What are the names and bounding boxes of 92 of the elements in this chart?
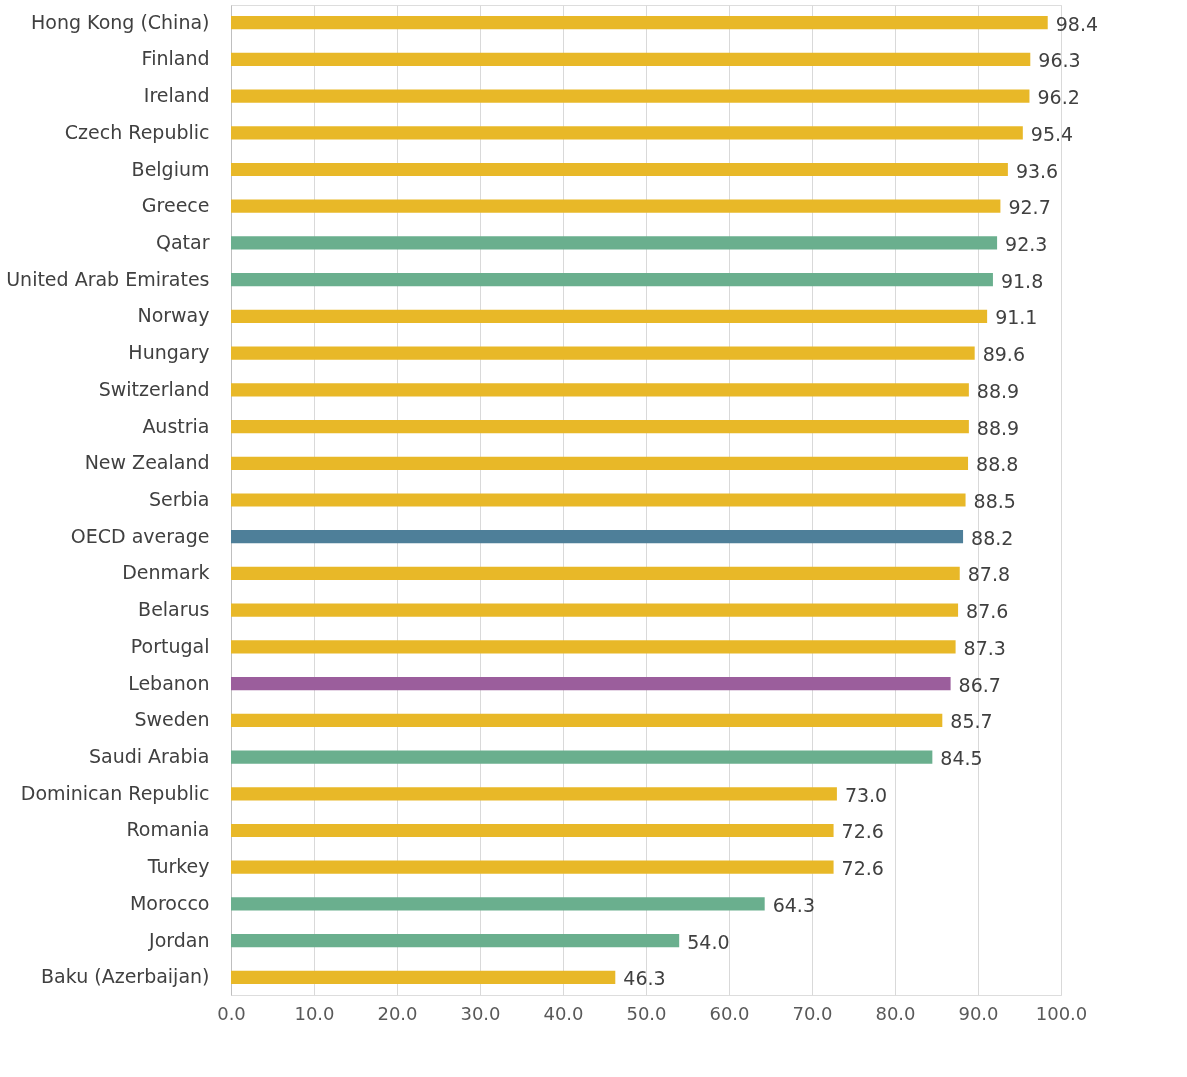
bar: [231, 346, 975, 360]
x-tick-label: 50.0: [626, 1002, 667, 1024]
y-tick-label: Hong Kong (China): [31, 10, 210, 33]
bar: [231, 383, 969, 397]
x-tick-label: 70.0: [792, 1002, 833, 1024]
data-label: 88.5: [973, 490, 1016, 512]
y-tick-label: Baku (Azerbaijan): [41, 965, 210, 988]
y-tick-label: Qatar: [155, 230, 210, 253]
bar: [231, 897, 765, 911]
data-label: 96.3: [1038, 49, 1081, 72]
bar: [231, 566, 960, 581]
y-tick-label: Saudi Arabia: [88, 745, 210, 768]
y-tick-label: Morocco: [129, 891, 210, 914]
bar: [231, 126, 1023, 140]
data-label: 92.7: [1008, 196, 1051, 219]
data-label: 88.8: [976, 453, 1019, 476]
y-tick-label: Norway: [137, 304, 210, 327]
data-label: 92.3: [1005, 232, 1048, 255]
data-label: 91.1: [995, 306, 1038, 329]
data-label: 73.0: [844, 783, 888, 806]
bar: [231, 640, 956, 654]
y-tick-label: Lebanon: [128, 671, 210, 694]
bar: [231, 493, 966, 507]
data-label: 88.9: [976, 379, 1020, 402]
y-tick-label: Belarus: [138, 598, 210, 621]
data-label: 86.7: [958, 673, 1001, 696]
x-tick-label: 60.0: [709, 1002, 750, 1024]
bar: [231, 677, 951, 691]
bar: [231, 236, 998, 250]
bar: [231, 530, 964, 544]
data-label: 54.0: [687, 930, 730, 953]
x-tick-label: 90.0: [958, 1002, 999, 1024]
y-tick-label: United Arab Emirates: [6, 267, 210, 290]
bar: [231, 934, 680, 948]
x-tick-label: 100.0: [1035, 1002, 1088, 1024]
y-tick-label: Czech Republic: [64, 120, 210, 143]
bar: [231, 199, 1001, 213]
bar: [231, 713, 943, 727]
bar: [231, 823, 834, 838]
y-tick-label: Denmark: [122, 561, 210, 584]
y-tick-label: Greece: [141, 194, 210, 217]
data-label: 95.4: [1030, 122, 1074, 145]
y-tick-label: Switzerland: [98, 377, 210, 400]
x-tick-label: 0.0: [217, 1002, 246, 1024]
bar: [231, 603, 959, 617]
data-label: 64.3: [772, 893, 815, 916]
data-label: 46.3: [623, 967, 666, 990]
bar: [231, 860, 834, 874]
data-label: 98.4: [1055, 12, 1099, 35]
data-label: 93.6: [1015, 159, 1059, 182]
data-label: 87.6: [966, 600, 1009, 623]
y-tick-label: New Zealand: [84, 451, 210, 474]
y-tick-label: Sweden: [134, 708, 210, 731]
data-label: 72.6: [841, 820, 884, 843]
data-label: 89.6: [982, 343, 1025, 366]
bar: [231, 970, 616, 984]
bar: [231, 419, 969, 434]
data-label: 72.6: [841, 857, 884, 880]
bar: [231, 162, 1008, 177]
data-label: 84.5: [940, 747, 983, 770]
data-label: 87.8: [967, 563, 1011, 586]
y-tick-label: Dominican Republic: [20, 781, 210, 804]
y-tick-label: Hungary: [128, 341, 210, 364]
bar: [231, 89, 1030, 103]
y-tick-label: Ireland: [143, 84, 210, 107]
data-label: 88.9: [976, 416, 1020, 439]
y-tick-label: Serbia: [148, 488, 210, 510]
x-tick-label: 80.0: [875, 1002, 916, 1024]
data-label: 91.8: [1000, 269, 1044, 292]
bar: [231, 787, 837, 801]
x-tick-label: 40.0: [543, 1002, 584, 1024]
bar: [231, 456, 969, 470]
x-tick-label: 10.0: [294, 1002, 335, 1024]
x-tick-label: 20.0: [377, 1002, 418, 1024]
y-tick-label: Jordan: [148, 928, 210, 951]
data-label: 88.2: [971, 526, 1014, 549]
data-label: 85.7: [950, 710, 993, 733]
bar: [231, 16, 1048, 30]
y-tick-label: Austria: [142, 414, 210, 437]
x-tick-label: 30.0: [460, 1002, 501, 1024]
y-tick-label: OECD average: [70, 524, 210, 547]
bar: [231, 309, 988, 323]
y-tick-label: Romania: [126, 818, 210, 841]
y-tick-label: Belgium: [131, 157, 210, 180]
bar: [231, 750, 933, 764]
bar: [231, 273, 993, 287]
y-tick-label: Portugal: [130, 634, 210, 657]
bar: [231, 52, 1031, 66]
data-label: 96.2: [1037, 86, 1080, 109]
y-tick-label: Turkey: [146, 855, 210, 878]
data-label: 87.3: [963, 636, 1006, 659]
y-tick-label: Finland: [141, 47, 210, 70]
